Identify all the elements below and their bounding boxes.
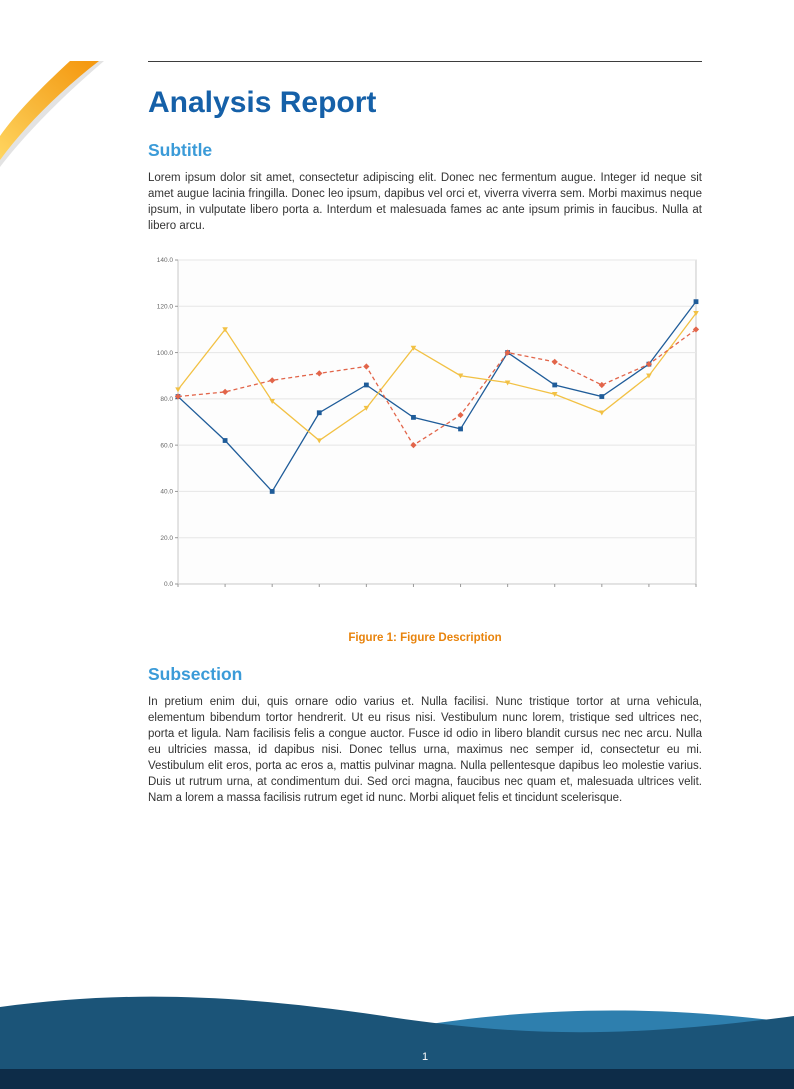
svg-text:140.0: 140.0 [157,258,174,265]
figure-1-chart-area: 0.0 20.0 40.0 60.0 80.0 100.0 120.0 140.0 [148,250,702,600]
figure-caption-label: Figure 1: [348,632,397,645]
section-2-body-paragraph: In pretium enim dui, quis ornare odio va… [148,696,702,804]
svg-text:0.0: 0.0 [164,582,173,589]
svg-text:40.0: 40.0 [160,489,173,496]
svg-text:20.0: 20.0 [160,535,173,542]
figure-1-caption: Figure 1: Figure Description [148,632,702,644]
svg-text:60.0: 60.0 [160,443,173,450]
section-heading-subsection: Subsection [148,664,243,685]
footer-wave-graphic [0,996,794,1089]
corner-swoosh-decoration [0,61,150,191]
figure-1-block: 0.0 20.0 40.0 60.0 80.0 100.0 120.0 140.0 Figur… [148,250,702,644]
page-title: Analysis Report [148,86,377,119]
corner-swoosh-icon [0,61,104,167]
figure-caption-text: Figure Description [400,632,502,645]
svg-text:100.0: 100.0 [157,350,174,357]
figure-1-line-chart: 0.0 20.0 40.0 60.0 80.0 100.0 120.0 140.0 [157,258,700,589]
section-1-body-paragraph: Lorem ipsum dolor sit amet, consectetur … [148,172,702,232]
footer-wave: 1 [0,989,794,1089]
svg-text:80.0: 80.0 [160,396,173,403]
svg-text:120.0: 120.0 [157,304,174,311]
section-heading-subtitle: Subtitle [148,140,213,160]
page-content: Analysis Report Subtitle Lorem ipsum dol… [148,61,702,806]
page-number: 1 [421,1051,429,1063]
top-horizontal-rule [148,61,702,62]
